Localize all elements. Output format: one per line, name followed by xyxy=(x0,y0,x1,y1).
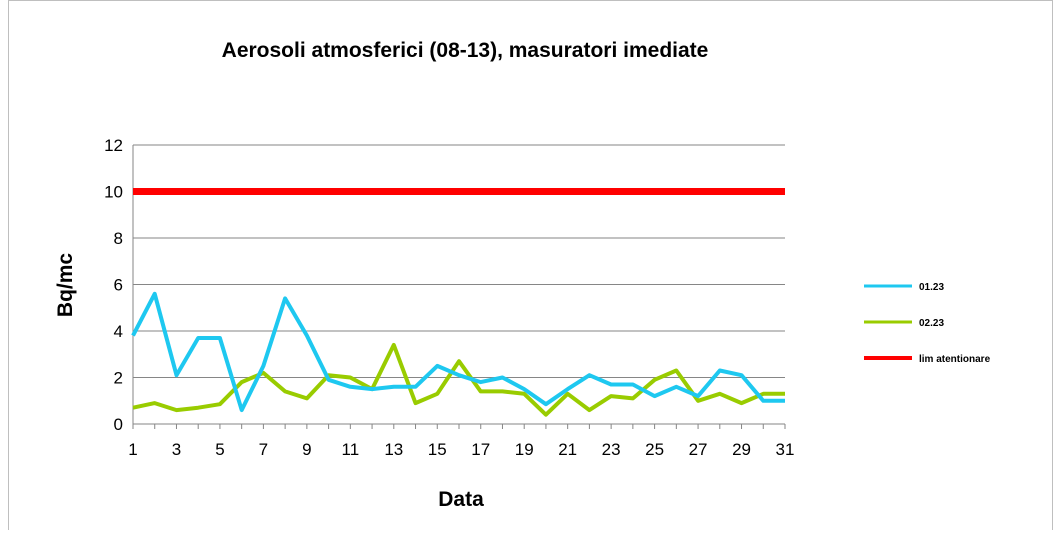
x-tick-label: 7 xyxy=(259,440,268,459)
y-tick-label: 8 xyxy=(114,229,123,248)
y-tick-label: 12 xyxy=(104,136,123,155)
x-tick-label: 19 xyxy=(515,440,534,459)
x-tick-label: 3 xyxy=(172,440,181,459)
series-lines xyxy=(131,188,785,417)
x-tick-label: 17 xyxy=(471,440,490,459)
x-tick-label: 1 xyxy=(128,440,137,459)
y-tick-label: 2 xyxy=(114,369,123,388)
x-tick-label: 23 xyxy=(602,440,621,459)
x-tick-label: 5 xyxy=(215,440,224,459)
series-line-02-23 xyxy=(132,342,785,417)
y-tick-label: 0 xyxy=(114,415,123,434)
x-tick-label: 13 xyxy=(384,440,403,459)
x-tick-label: 11 xyxy=(342,440,360,459)
legend-label: 01.23 xyxy=(919,282,944,293)
x-tick-label: 15 xyxy=(428,440,447,459)
gridlines xyxy=(132,144,785,425)
y-tick-label: 4 xyxy=(114,322,123,341)
y-tick-label: 10 xyxy=(104,183,123,202)
y-tick-label: 6 xyxy=(114,276,123,295)
x-tick-label: 29 xyxy=(732,440,751,459)
x-tick-label: 25 xyxy=(645,440,664,459)
legend-label: 02.23 xyxy=(919,318,944,329)
chart-title: Aerosoli atmosferici (08-13), masuratori… xyxy=(222,39,709,62)
y-axis-title: Bq/mc xyxy=(54,253,77,318)
x-tick-label: 31 xyxy=(776,440,795,459)
series-line-01-23 xyxy=(131,291,785,413)
x-tick-label: 21 xyxy=(558,440,577,459)
y-tick-labels: 0 2 4 6 8 10 12 xyxy=(104,136,123,434)
legend: 01.23 02.23 lim atentionare xyxy=(864,282,991,365)
x-tick-labels: 1 3 5 7 9 11 13 15 17 19 21 23 25 27 29 31 xyxy=(128,424,794,459)
legend-label: lim atentionare xyxy=(919,354,991,365)
x-tick-label: 27 xyxy=(689,440,708,459)
chart-frame xyxy=(8,0,1053,530)
x-axis-title: Data xyxy=(438,488,484,511)
x-tick-label: 9 xyxy=(302,440,311,459)
